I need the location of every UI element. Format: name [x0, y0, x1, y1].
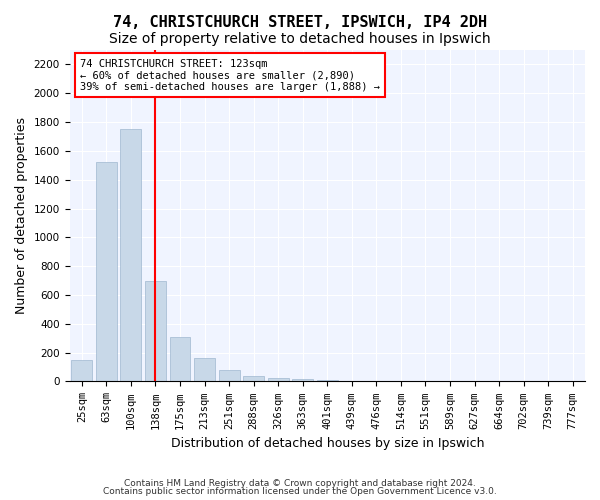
- Bar: [121, 130, 142, 382]
- Bar: [218, 370, 239, 382]
- Bar: [341, 380, 362, 382]
- Bar: [243, 376, 264, 382]
- Bar: [194, 358, 215, 382]
- Text: 74 CHRISTCHURCH STREET: 123sqm
← 60% of detached houses are smaller (2,890)
39% : 74 CHRISTCHURCH STREET: 123sqm ← 60% of …: [80, 58, 380, 92]
- X-axis label: Distribution of detached houses by size in Ipswich: Distribution of detached houses by size …: [170, 437, 484, 450]
- Bar: [71, 360, 92, 382]
- Text: Contains public sector information licensed under the Open Government Licence v3: Contains public sector information licen…: [103, 487, 497, 496]
- Bar: [170, 337, 190, 382]
- Bar: [292, 380, 313, 382]
- Bar: [268, 378, 289, 382]
- Bar: [96, 162, 117, 382]
- Bar: [317, 380, 338, 382]
- Text: Size of property relative to detached houses in Ipswich: Size of property relative to detached ho…: [109, 32, 491, 46]
- Text: Contains HM Land Registry data © Crown copyright and database right 2024.: Contains HM Land Registry data © Crown c…: [124, 478, 476, 488]
- Bar: [145, 280, 166, 382]
- Text: 74, CHRISTCHURCH STREET, IPSWICH, IP4 2DH: 74, CHRISTCHURCH STREET, IPSWICH, IP4 2D…: [113, 15, 487, 30]
- Y-axis label: Number of detached properties: Number of detached properties: [15, 117, 28, 314]
